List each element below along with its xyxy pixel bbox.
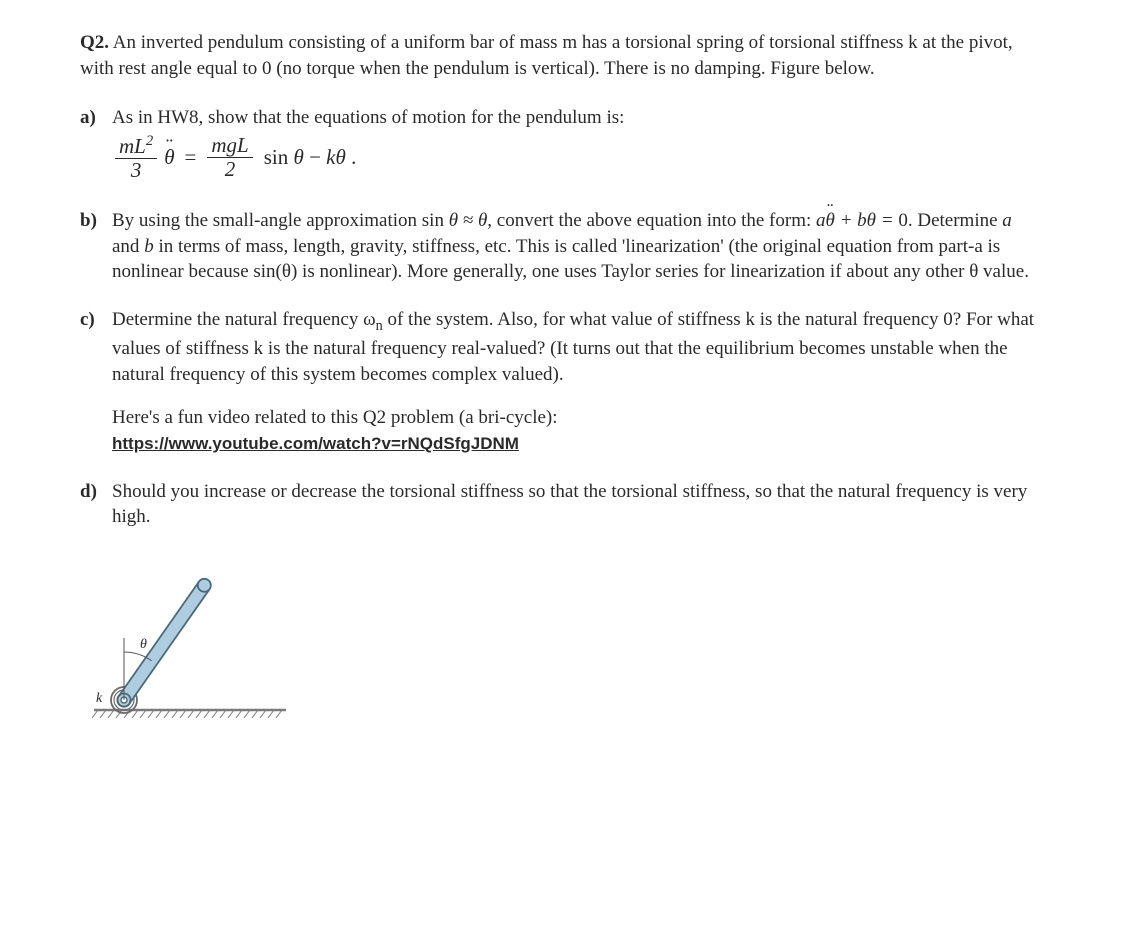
omega-sub: n <box>376 318 383 334</box>
part-a-label: a) <box>80 105 112 186</box>
frac-ml2-3: mL2 3 <box>115 133 157 182</box>
part-b-t5: in terms of mass, length, gravity, stiff… <box>112 236 1029 283</box>
part-c-video-intro: Here's a fun video related to this Q2 pr… <box>112 405 1043 456</box>
equation-of-motion: mL2 3 θ = mgL 2 sin θ − kθ . <box>112 133 1043 182</box>
svg-text:θ: θ <box>140 637 147 652</box>
frac-num-1: mL <box>119 134 146 158</box>
part-d-body: Should you increase or decrease the tors… <box>112 479 1043 530</box>
part-b-t1: By using the small-angle approximation <box>112 210 422 231</box>
part-a-body: As in HW8, show that the equations of mo… <box>112 105 1043 186</box>
part-b-t3: Determine <box>913 210 1003 231</box>
var-a: a <box>1002 210 1012 231</box>
part-c-body: Determine the natural frequency ωn of th… <box>112 307 1043 457</box>
part-c: c) Determine the natural frequency ωn of… <box>80 307 1043 457</box>
part-d: d) Should you increase or decrease the t… <box>80 479 1043 530</box>
pendulum-figure: θk <box>86 552 1043 735</box>
frac-num-2: mgL <box>207 134 252 158</box>
part-b-label: b) <box>80 208 112 285</box>
part-b-t4: and <box>112 236 144 257</box>
part-d-label: d) <box>80 479 112 530</box>
svg-text:k: k <box>96 691 103 706</box>
frac-den-1: 3 <box>127 159 146 182</box>
frac-den-2: 2 <box>221 158 240 181</box>
frac-mgl-2: mgL 2 <box>207 134 252 181</box>
pendulum-svg: θk <box>86 552 296 727</box>
question-label: Q2. <box>80 32 109 53</box>
part-a: a) As in HW8, show that the equations of… <box>80 105 1043 186</box>
part-b-body: By using the small-angle approximation s… <box>112 208 1043 285</box>
frac-exp: 2 <box>146 133 153 149</box>
var-b: b <box>144 236 154 257</box>
video-intro-text: Here's a fun video related to this Q2 pr… <box>112 407 558 428</box>
part-c-t1: Determine the natural frequency ω <box>112 309 376 330</box>
youtube-link[interactable]: https://www.youtube.com/watch?v=rNQdSfgJ… <box>112 434 519 453</box>
part-b-t2: , convert the above equation into the fo… <box>487 210 816 231</box>
part-c-label: c) <box>80 307 112 457</box>
intro-text: An inverted pendulum consisting of a uni… <box>80 32 1013 79</box>
part-a-text: As in HW8, show that the equations of mo… <box>112 105 1043 131</box>
intro-paragraph: Q2. An inverted pendulum consisting of a… <box>80 30 1043 81</box>
part-b: b) By using the small-angle approximatio… <box>80 208 1043 285</box>
